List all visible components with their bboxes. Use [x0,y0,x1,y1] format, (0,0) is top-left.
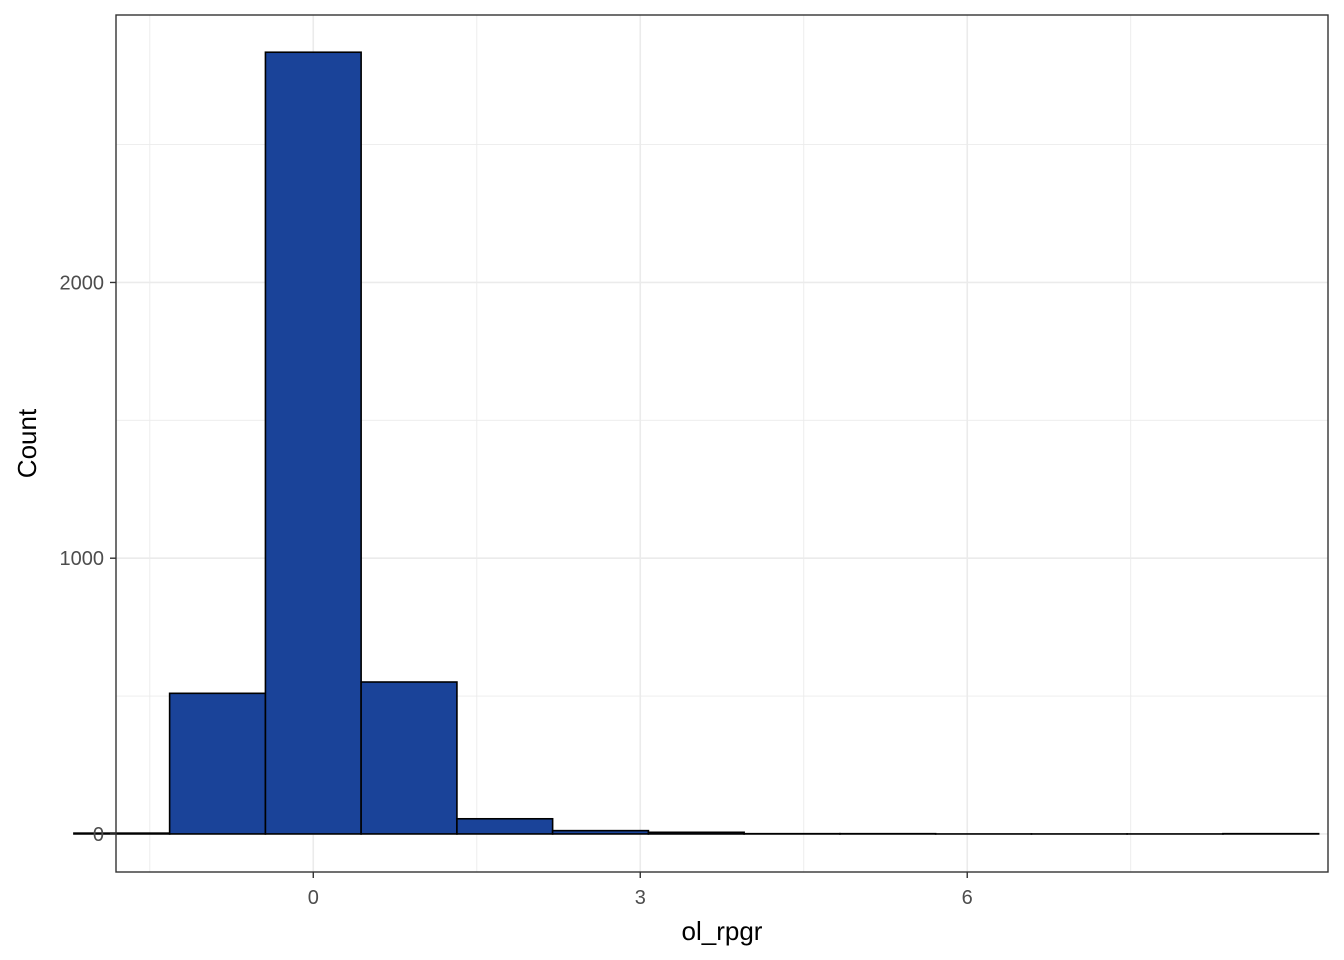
histogram-bar [360,681,458,835]
histogram-bar [73,832,171,835]
histogram-bar [647,831,745,835]
y-tick-label: 2000 [60,272,105,294]
y-tick-label: 0 [93,824,104,846]
x-tick-label: 3 [635,887,646,909]
axis-tick-labels: 0 3 6 0 1000 2000 [60,272,973,909]
y-axis-title: Count [12,408,42,478]
histogram-bar [168,692,267,835]
histogram-bar [264,51,362,835]
panel-border [115,14,1329,873]
histogram-bar [551,829,650,835]
x-axis-title: ol_rpgr [682,916,763,946]
y-tick-label: 1000 [60,548,105,570]
histogram-bars [73,51,1320,835]
histogram-bar [456,817,554,835]
axis-ticks [110,281,968,878]
x-tick-label: 6 [962,887,973,909]
x-tick-label: 0 [308,887,319,909]
